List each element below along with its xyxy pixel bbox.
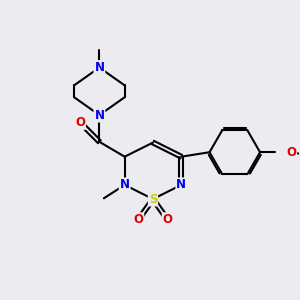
Text: N: N: [120, 178, 130, 191]
Text: O: O: [286, 146, 296, 159]
Text: N: N: [176, 178, 186, 191]
Text: O: O: [75, 116, 85, 129]
Text: S: S: [149, 193, 157, 206]
Text: N: N: [94, 61, 104, 74]
Text: O: O: [133, 213, 143, 226]
Text: O: O: [163, 213, 172, 226]
Text: N: N: [94, 109, 104, 122]
